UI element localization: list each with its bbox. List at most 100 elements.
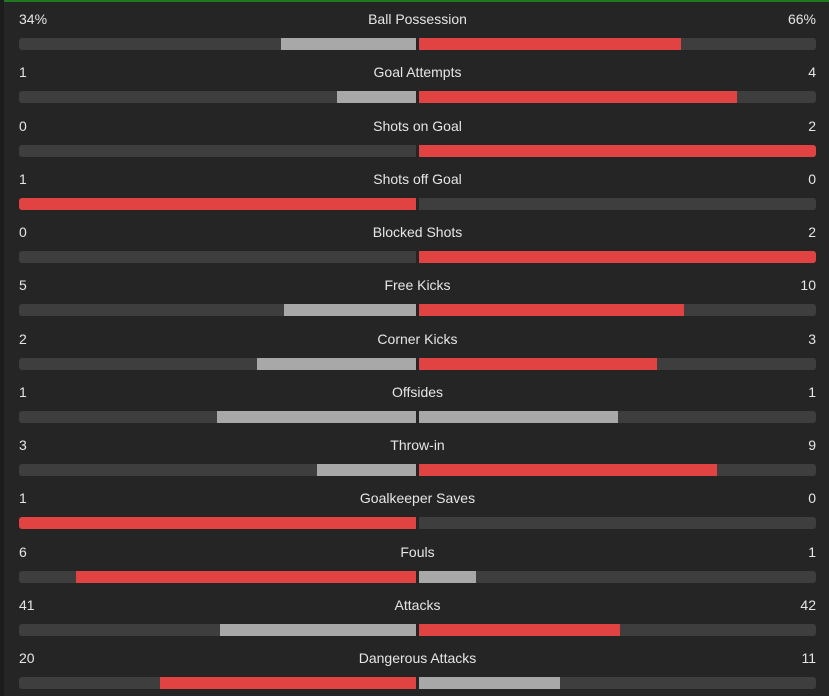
stat-name: Shots on Goal <box>373 118 462 134</box>
home-value: 20 <box>19 650 35 666</box>
home-value: 1 <box>19 490 27 506</box>
stat-labels: 41 Attacks 42 <box>19 595 816 615</box>
away-bar-fill <box>419 145 816 157</box>
away-bar-track <box>419 411 816 423</box>
stat-labels: 1 Shots off Goal 0 <box>19 169 816 189</box>
stat-name: Goalkeeper Saves <box>359 490 476 506</box>
home-bar-fill <box>317 464 416 476</box>
home-bar-fill <box>257 358 416 370</box>
away-bar-track <box>419 358 816 370</box>
stat-name: Goal Attempts <box>373 64 462 80</box>
stat-labels: 6 Fouls 1 <box>19 542 816 562</box>
away-value: 1 <box>808 544 816 560</box>
stat-name: Throw-in <box>390 437 445 453</box>
comparison-bar <box>19 411 816 423</box>
away-bar-fill <box>419 304 684 316</box>
stat-row: 6 Fouls 1 <box>19 542 816 583</box>
away-bar-fill <box>419 464 717 476</box>
stat-labels: 0 Blocked Shots 2 <box>19 222 816 242</box>
away-value: 0 <box>808 490 816 506</box>
away-bar-track <box>419 677 816 689</box>
stat-row: 0 Blocked Shots 2 <box>19 222 816 263</box>
stat-name: Fouls <box>400 544 435 560</box>
away-bar-track <box>419 145 816 157</box>
stat-row: 3 Throw-in 9 <box>19 435 816 476</box>
stat-name: Free Kicks <box>384 277 451 293</box>
home-bar-fill <box>220 624 416 636</box>
away-value: 1 <box>808 384 816 400</box>
home-bar-fill <box>284 304 416 316</box>
comparison-bar <box>19 677 816 689</box>
home-bar-track <box>19 198 416 210</box>
away-value: 10 <box>800 277 816 293</box>
stat-labels: 5 Free Kicks 10 <box>19 275 816 295</box>
home-bar-track <box>19 517 416 529</box>
stat-row: 20 Dangerous Attacks 11 <box>19 648 816 689</box>
away-value: 0 <box>808 171 816 187</box>
home-bar-track <box>19 571 416 583</box>
away-bar-fill <box>419 571 476 583</box>
home-bar-fill <box>76 571 416 583</box>
stat-labels: 2 Corner Kicks 3 <box>19 329 816 349</box>
home-value: 1 <box>19 384 27 400</box>
stat-labels: 1 Goalkeeper Saves 0 <box>19 488 816 508</box>
home-bar-track <box>19 464 416 476</box>
comparison-bar <box>19 198 816 210</box>
stat-labels: 34% Ball Possession 66% <box>19 9 816 29</box>
home-bar-track <box>19 411 416 423</box>
comparison-bar <box>19 145 816 157</box>
home-bar-track <box>19 145 416 157</box>
stat-labels: 0 Shots on Goal 2 <box>19 116 816 136</box>
home-value: 2 <box>19 331 27 347</box>
home-bar-track <box>19 624 416 636</box>
home-bar-fill <box>19 517 416 529</box>
comparison-bar <box>19 38 816 50</box>
home-bar-track <box>19 677 416 689</box>
stat-name: Shots off Goal <box>373 171 462 187</box>
away-value: 42 <box>800 597 816 613</box>
away-bar-track <box>419 198 816 210</box>
away-bar-fill <box>419 677 560 689</box>
stat-name: Offsides <box>391 384 444 400</box>
home-value: 0 <box>19 118 27 134</box>
stat-row: 1 Goalkeeper Saves 0 <box>19 488 816 529</box>
home-value: 5 <box>19 277 27 293</box>
stat-name: Blocked Shots <box>372 224 463 240</box>
stat-row: 1 Goal Attempts 4 <box>19 62 816 103</box>
away-bar-track <box>419 304 816 316</box>
comparison-bar <box>19 358 816 370</box>
stat-row: 2 Corner Kicks 3 <box>19 329 816 370</box>
stat-name: Attacks <box>394 597 441 613</box>
stat-row: 1 Shots off Goal 0 <box>19 169 816 210</box>
stat-name: Dangerous Attacks <box>358 650 477 666</box>
away-bar-fill <box>419 91 737 103</box>
away-bar-fill <box>419 411 618 423</box>
stat-labels: 3 Throw-in 9 <box>19 435 816 455</box>
stat-row: 0 Shots on Goal 2 <box>19 116 816 157</box>
stat-name: Ball Possession <box>368 11 467 27</box>
comparison-bar <box>19 91 816 103</box>
home-bar-fill <box>19 198 416 210</box>
away-value: 11 <box>801 650 816 666</box>
comparison-bar <box>19 571 816 583</box>
stat-name: Corner Kicks <box>377 331 458 347</box>
home-bar-track <box>19 358 416 370</box>
home-bar-track <box>19 251 416 263</box>
away-bar-track <box>419 91 816 103</box>
home-bar-track <box>19 91 416 103</box>
away-value: 66% <box>787 11 816 27</box>
stat-row: 5 Free Kicks 10 <box>19 275 816 316</box>
away-bar-track <box>419 464 816 476</box>
stat-labels: 1 Offsides 1 <box>19 382 816 402</box>
home-bar-track <box>19 304 416 316</box>
home-bar-fill <box>281 38 416 50</box>
away-bar-fill <box>419 251 816 263</box>
away-bar-fill <box>419 358 657 370</box>
match-stats-panel: 34% Ball Possession 66% 1 Goal Attempts 4 0 Sho… <box>4 0 829 696</box>
away-bar-track <box>419 624 816 636</box>
comparison-bar <box>19 304 816 316</box>
home-value: 41 <box>19 597 35 613</box>
stat-labels: 1 Goal Attempts 4 <box>19 62 816 82</box>
away-value: 2 <box>808 224 816 240</box>
away-value: 3 <box>808 331 816 347</box>
